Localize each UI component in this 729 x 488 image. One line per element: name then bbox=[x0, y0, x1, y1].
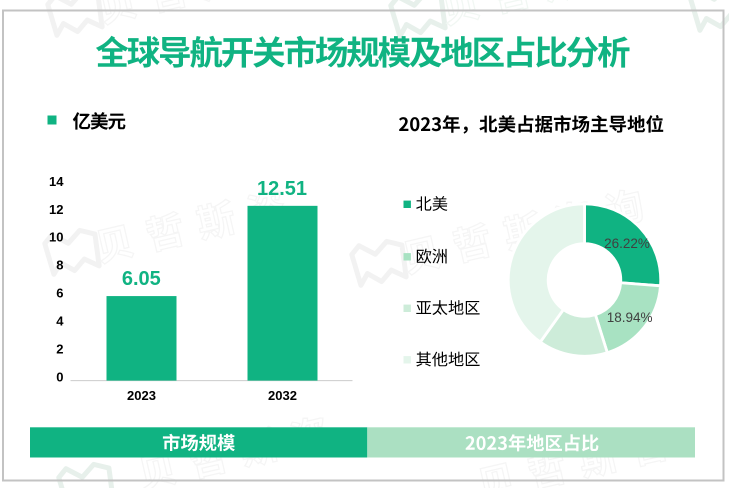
svg-text:8: 8 bbox=[56, 258, 63, 273]
svg-text:26.22%: 26.22% bbox=[604, 236, 650, 251]
svg-text:18.94%: 18.94% bbox=[607, 310, 653, 325]
svg-text:10: 10 bbox=[49, 230, 63, 245]
svg-text:6.05: 6.05 bbox=[122, 268, 161, 290]
svg-text:2: 2 bbox=[56, 342, 63, 357]
svg-text:12.51: 12.51 bbox=[257, 178, 307, 200]
svg-text:0: 0 bbox=[56, 369, 63, 384]
svg-text:6: 6 bbox=[56, 286, 63, 301]
svg-text:2032: 2032 bbox=[268, 388, 297, 403]
svg-text:14: 14 bbox=[49, 174, 64, 189]
svg-text:12: 12 bbox=[49, 202, 63, 217]
svg-text:2023: 2023 bbox=[127, 388, 156, 403]
svg-text:4: 4 bbox=[56, 314, 64, 329]
